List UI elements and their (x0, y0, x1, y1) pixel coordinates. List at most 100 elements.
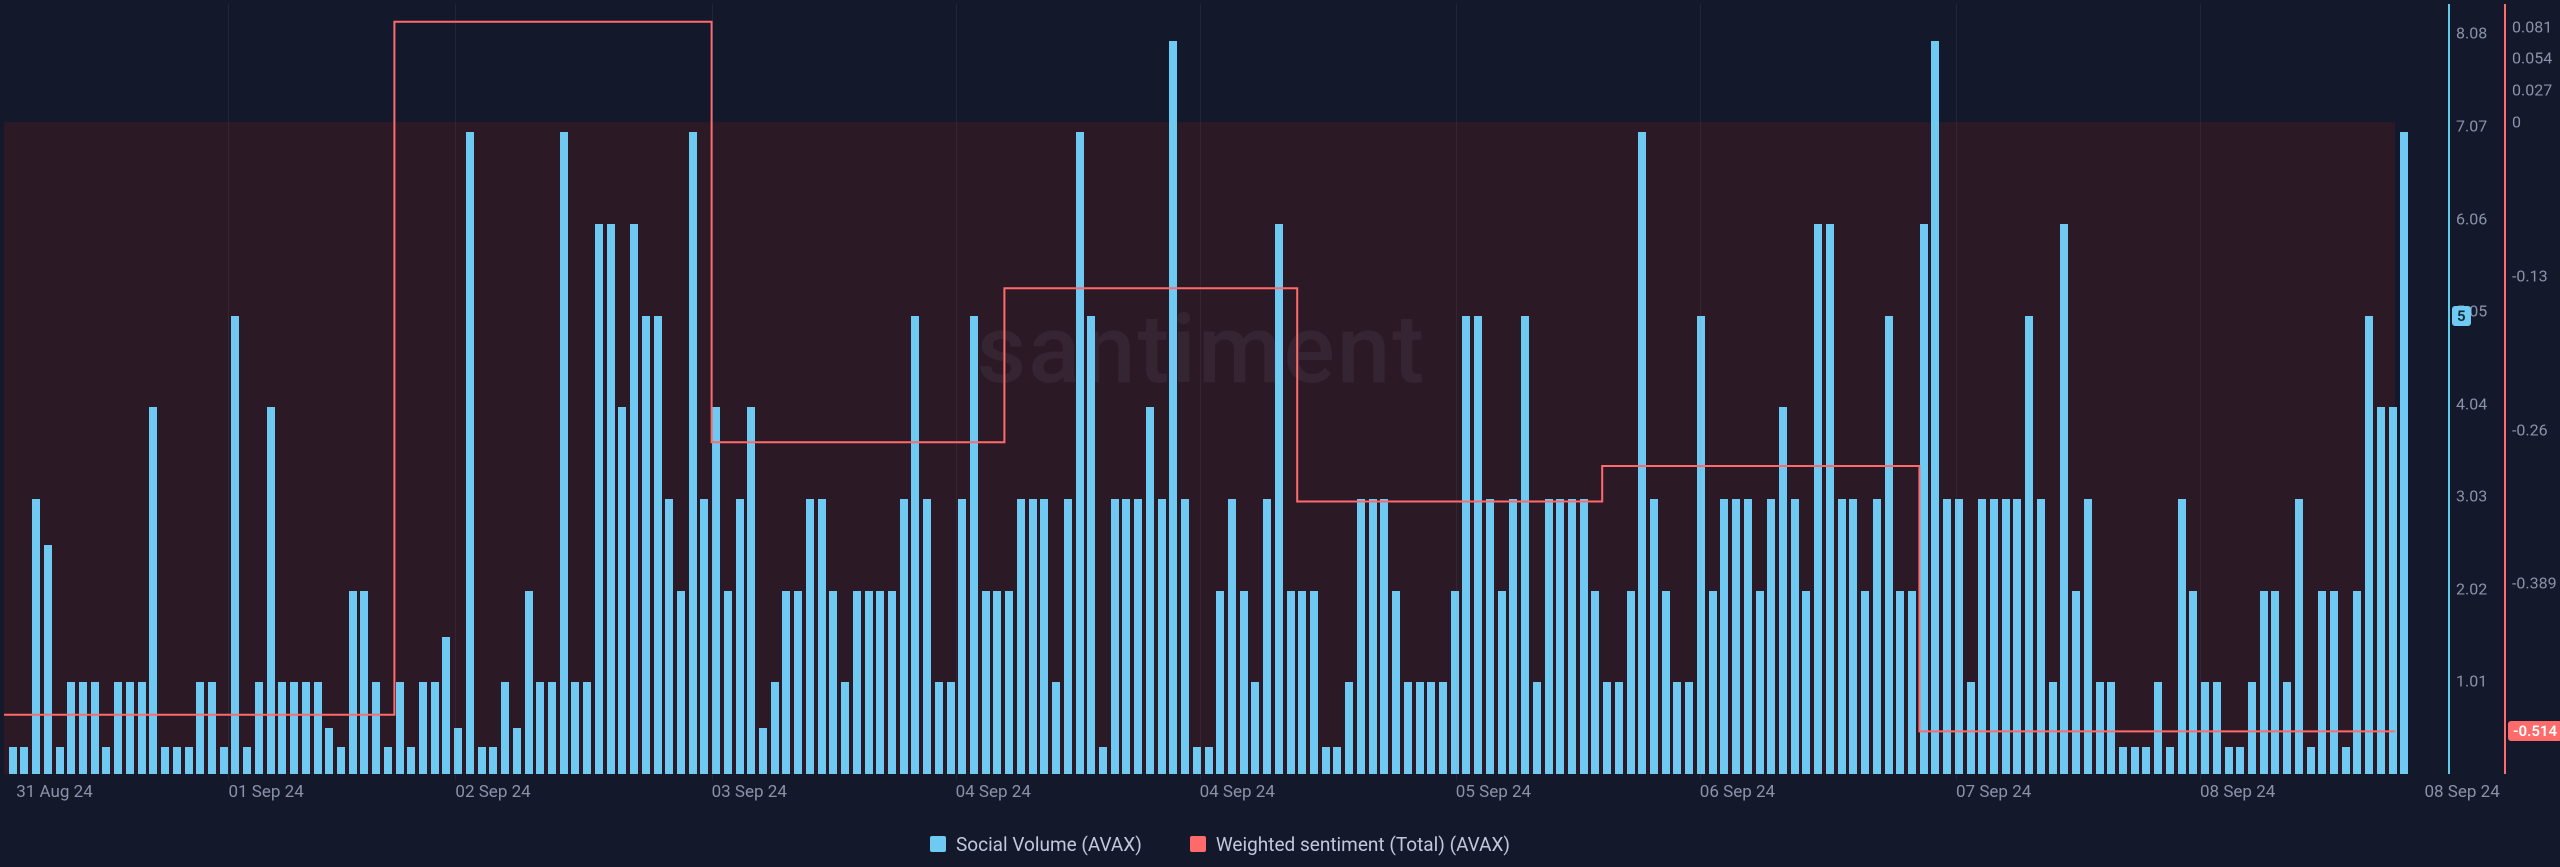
social-volume-bar[interactable] (712, 407, 720, 774)
social-volume-bar[interactable] (1040, 499, 1048, 774)
social-volume-bar[interactable] (2025, 316, 2033, 774)
social-volume-bar[interactable] (818, 499, 826, 774)
social-volume-bar[interactable] (1896, 591, 1904, 774)
social-volume-bar[interactable] (1029, 499, 1037, 774)
social-volume-bar[interactable] (267, 407, 275, 774)
social-volume-bar[interactable] (1369, 499, 1377, 774)
social-volume-bar[interactable] (958, 499, 966, 774)
social-volume-bar[interactable] (2084, 499, 2092, 774)
social-volume-bar[interactable] (314, 682, 322, 774)
social-volume-bar[interactable] (689, 132, 697, 774)
legend-item-social-volume[interactable]: Social Volume (AVAX) (930, 833, 1142, 856)
social-volume-bar[interactable] (1802, 591, 1810, 774)
social-volume-bar[interactable] (1662, 591, 1670, 774)
social-volume-bar[interactable] (349, 591, 357, 774)
social-volume-bar[interactable] (853, 591, 861, 774)
social-volume-bar[interactable] (2353, 591, 2361, 774)
social-volume-bar[interactable] (407, 747, 415, 775)
social-volume-bar[interactable] (2318, 591, 2326, 774)
social-volume-bar[interactable] (478, 747, 486, 775)
social-volume-bar[interactable] (1685, 682, 1693, 774)
social-volume-bar[interactable] (560, 132, 568, 774)
social-volume-bar[interactable] (794, 591, 802, 774)
social-volume-bar[interactable] (1709, 591, 1717, 774)
social-volume-bar[interactable] (1392, 591, 1400, 774)
social-volume-bar[interactable] (1099, 747, 1107, 775)
social-volume-bar[interactable] (1744, 499, 1752, 774)
social-volume-bar[interactable] (419, 682, 427, 774)
social-volume-bar[interactable] (759, 728, 767, 774)
social-volume-bar[interactable] (1990, 499, 1998, 774)
social-volume-bar[interactable] (1122, 499, 1130, 774)
social-volume-bar[interactable] (2072, 591, 2080, 774)
social-volume-bar[interactable] (1064, 499, 1072, 774)
social-volume-bar[interactable] (1509, 499, 1517, 774)
social-volume-bar[interactable] (665, 499, 673, 774)
social-volume-bar[interactable] (372, 682, 380, 774)
social-volume-bar[interactable] (2330, 591, 2338, 774)
social-volume-bar[interactable] (1404, 682, 1412, 774)
social-volume-bar[interactable] (2131, 747, 2139, 775)
social-volume-bar[interactable] (67, 682, 75, 774)
social-volume-bar[interactable] (1638, 132, 1646, 774)
social-volume-bar[interactable] (1462, 316, 1470, 774)
social-volume-bar[interactable] (1205, 747, 1213, 775)
social-volume-bar[interactable] (1591, 591, 1599, 774)
social-volume-bar[interactable] (2201, 682, 2209, 774)
social-volume-bar[interactable] (935, 682, 943, 774)
social-volume-bar[interactable] (1181, 499, 1189, 774)
social-volume-bar[interactable] (1861, 591, 1869, 774)
social-volume-bar[interactable] (1545, 499, 1553, 774)
social-volume-bar[interactable] (2236, 747, 2244, 775)
social-volume-bar[interactable] (970, 316, 978, 774)
social-volume-bar[interactable] (2049, 682, 2057, 774)
social-volume-bar[interactable] (243, 747, 251, 775)
social-volume-bar[interactable] (32, 499, 40, 774)
social-volume-bar[interactable] (1263, 499, 1271, 774)
social-volume-bar[interactable] (1298, 591, 1306, 774)
social-volume-bar[interactable] (1240, 591, 1248, 774)
social-volume-bar[interactable] (79, 682, 87, 774)
social-volume-bar[interactable] (1779, 407, 1787, 774)
social-volume-bar[interactable] (513, 728, 521, 774)
social-volume-bar[interactable] (231, 316, 239, 774)
social-volume-bar[interactable] (489, 747, 497, 775)
social-volume-bar[interactable] (923, 499, 931, 774)
social-volume-bar[interactable] (1650, 499, 1658, 774)
social-volume-bar[interactable] (2119, 747, 2127, 775)
social-volume-bar[interactable] (2142, 747, 2150, 775)
social-volume-bar[interactable] (2307, 747, 2315, 775)
social-volume-bar[interactable] (1791, 499, 1799, 774)
social-volume-bar[interactable] (2154, 682, 2162, 774)
social-volume-bar[interactable] (337, 747, 345, 775)
social-volume-bar[interactable] (1357, 499, 1365, 774)
social-volume-bar[interactable] (548, 682, 556, 774)
social-volume-bar[interactable] (1486, 499, 1494, 774)
social-volume-bar[interactable] (1146, 407, 1154, 774)
social-volume-bar[interactable] (724, 591, 732, 774)
social-volume-bar[interactable] (1521, 316, 1529, 774)
social-volume-bar[interactable] (1568, 499, 1576, 774)
social-volume-bar[interactable] (1697, 316, 1705, 774)
social-volume-bar[interactable] (302, 682, 310, 774)
social-volume-bar[interactable] (536, 682, 544, 774)
social-volume-bar[interactable] (583, 682, 591, 774)
social-volume-bar[interactable] (2189, 591, 2197, 774)
social-volume-bar[interactable] (888, 591, 896, 774)
social-volume-bar[interactable] (2037, 499, 2045, 774)
social-volume-bar[interactable] (501, 682, 509, 774)
social-volume-bar[interactable] (2178, 499, 2186, 774)
social-volume-bar[interactable] (618, 407, 626, 774)
social-volume-bar[interactable] (149, 407, 157, 774)
social-volume-bar[interactable] (1322, 747, 1330, 775)
legend-item-sentiment[interactable]: Weighted sentiment (Total) (AVAX) (1190, 833, 1510, 856)
social-volume-bar[interactable] (185, 747, 193, 775)
social-volume-bar[interactable] (1216, 591, 1224, 774)
social-volume-bar[interactable] (1052, 682, 1060, 774)
social-volume-bar[interactable] (1310, 591, 1318, 774)
social-volume-bar[interactable] (1885, 316, 1893, 774)
social-volume-bar[interactable] (1005, 591, 1013, 774)
social-volume-bar[interactable] (1720, 499, 1728, 774)
social-volume-bar[interactable] (431, 682, 439, 774)
social-volume-bar[interactable] (1627, 591, 1635, 774)
